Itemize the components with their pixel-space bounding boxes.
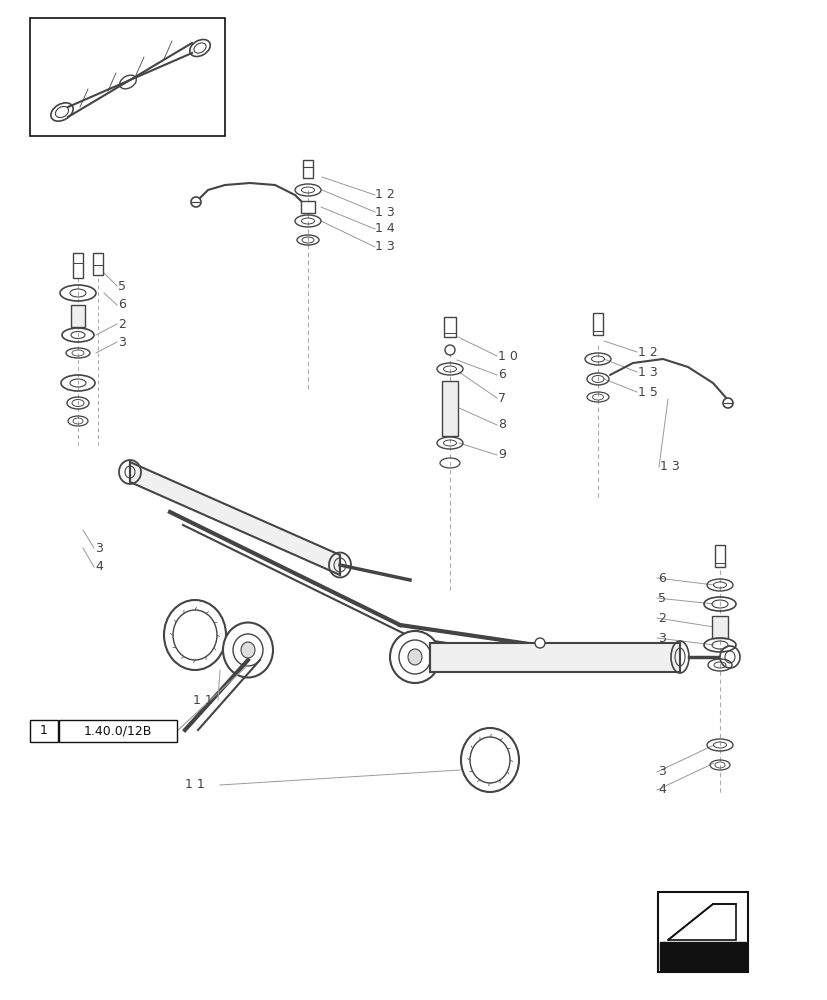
Circle shape	[444, 345, 455, 355]
Circle shape	[191, 197, 201, 207]
Text: 1 2: 1 2	[638, 346, 657, 359]
Bar	[71, 305, 85, 327]
Text: 1 3: 1 3	[659, 460, 679, 474]
Ellipse shape	[390, 631, 439, 683]
Circle shape	[534, 638, 544, 648]
Text: 6: 6	[497, 368, 505, 381]
Bar	[59, 720, 177, 742]
Polygon shape	[130, 462, 340, 575]
Text: 5: 5	[657, 591, 665, 604]
Bar	[443, 317, 456, 337]
Bar	[301, 201, 314, 213]
Polygon shape	[667, 904, 735, 940]
Text: 1: 1	[40, 724, 48, 738]
Bar	[30, 720, 58, 742]
Text: 1 1: 1 1	[184, 778, 204, 791]
Bar	[711, 616, 727, 638]
Bar	[592, 313, 602, 335]
Circle shape	[722, 398, 732, 408]
Bar	[30, 18, 225, 136]
Text: 1 3: 1 3	[375, 206, 394, 219]
Text: 2: 2	[118, 318, 126, 330]
Text: 3: 3	[95, 542, 103, 554]
Bar	[715, 545, 724, 567]
Text: 9: 9	[497, 448, 505, 462]
Bar	[303, 160, 313, 178]
Polygon shape	[429, 643, 679, 672]
Text: 7: 7	[497, 391, 505, 404]
Ellipse shape	[222, 622, 273, 678]
Text: 8: 8	[497, 418, 505, 432]
Text: 6: 6	[118, 298, 126, 312]
Text: 1 5: 1 5	[638, 385, 657, 398]
Text: 1 4: 1 4	[375, 223, 394, 235]
Ellipse shape	[408, 649, 422, 665]
Text: 5: 5	[118, 279, 126, 292]
Text: 3: 3	[657, 765, 665, 778]
Bar	[442, 381, 457, 436]
Text: 1.40.0/12B: 1.40.0/12B	[84, 724, 152, 738]
Text: 1 0: 1 0	[497, 350, 517, 362]
Text: 4: 4	[95, 560, 103, 574]
Text: 1 3: 1 3	[375, 240, 394, 253]
Text: 1 3: 1 3	[638, 365, 657, 378]
Text: 3: 3	[657, 632, 665, 645]
Ellipse shape	[719, 646, 739, 668]
Text: 1 1: 1 1	[193, 694, 213, 706]
Bar	[657, 892, 747, 972]
Bar	[659, 942, 745, 970]
Bar	[73, 253, 83, 278]
Text: 6: 6	[657, 572, 665, 584]
Text: 3: 3	[118, 336, 126, 349]
Text: 4: 4	[657, 783, 665, 796]
Ellipse shape	[241, 642, 255, 658]
Bar	[93, 253, 103, 275]
Text: 1 2: 1 2	[375, 188, 394, 202]
Text: 2: 2	[657, 611, 665, 624]
